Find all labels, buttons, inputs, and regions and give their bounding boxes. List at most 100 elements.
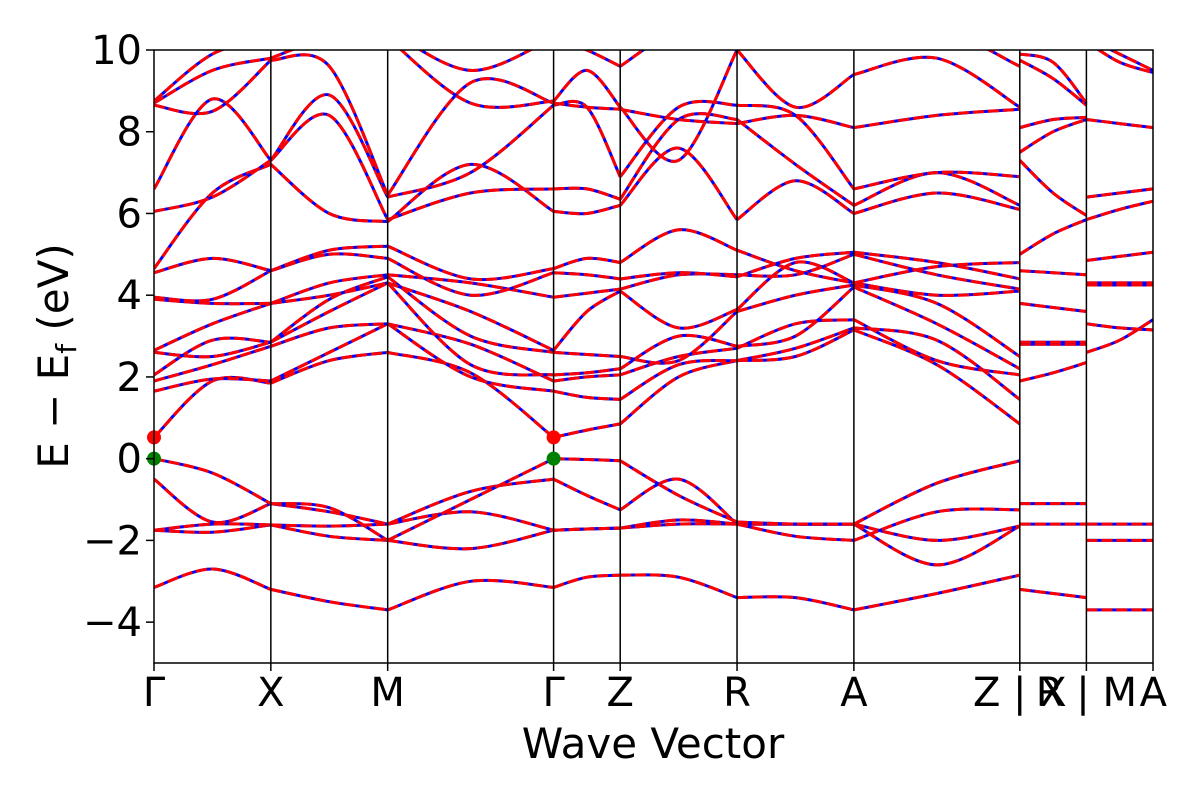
band-spin-up-seg8-b11 (1096, 50, 1153, 74)
band-spin-down-seg3-b12 (553, 271, 621, 281)
band-spin-down-seg2-b6 (386, 322, 554, 393)
band-spin-down-seg1-b7 (270, 322, 388, 348)
band-spin-down-seg1-b19 (271, 29, 388, 38)
band-spin-down-seg3-b3 (552, 477, 621, 512)
x-tick-label-6: A (840, 670, 868, 716)
band-spin-down-seg1-b8 (270, 281, 389, 344)
band-spin-down-seg0-b10 (154, 301, 272, 352)
band-spin-up-seg1-b5 (270, 350, 388, 385)
band-spin-down-seg1-b11 (270, 273, 388, 305)
band-spin-up-seg5-b8 (736, 285, 855, 348)
band-spin-down-seg2-b0 (387, 578, 554, 612)
band-spin-down-seg6-b19 (986, 50, 1021, 68)
band-spin-down-seg2-b9 (386, 275, 554, 354)
band-spin-down-seg1-b18 (270, 50, 296, 60)
y-tick-label-2: 0 (117, 437, 142, 483)
band-spin-down-seg4-b8 (619, 333, 738, 371)
band-spin-up-seg3-b10 (552, 289, 621, 352)
band-spin-down-seg0-b16 (154, 97, 272, 190)
band-spin-down-seg4-b6 (619, 358, 738, 401)
band-spin-up-seg5-b3 (736, 522, 855, 542)
band-spin-down-seg4-b19 (619, 50, 646, 68)
band-spin-down-seg6-b5 (853, 328, 1021, 426)
band-spin-up-seg6-b15 (853, 171, 1021, 207)
band-spin-up-seg2-b16 (387, 104, 555, 199)
y-tick-label-0: −4 (83, 600, 142, 646)
band-spin-down-seg1-b5 (270, 350, 388, 385)
band-spin-down-seg6-b0 (853, 573, 1021, 612)
y-axis-title-main: E − E (29, 354, 78, 469)
band-spin-up-seg6-b19 (986, 50, 1021, 68)
band-spin-up-seg2-b0 (387, 578, 554, 612)
x-tick-label-1: X (257, 670, 284, 716)
band-spin-down-seg2-b14 (386, 162, 555, 223)
y-axis-title-subscript: f (50, 343, 83, 354)
band-spin-down-seg5-b16 (736, 103, 856, 190)
band-spin-down-seg8-b10 (1086, 118, 1153, 130)
band-spin-up-seg4-b15 (618, 112, 738, 201)
band-spin-down-seg6-b13 (853, 261, 1020, 285)
band-spin-down-seg8-b4 (1086, 322, 1153, 332)
band-spin-down-seg3-b9 (553, 350, 621, 358)
band-spin-up-seg0-b13 (154, 256, 272, 275)
band-spin-down-seg8-b8 (1085, 199, 1153, 222)
band-spin-down-seg1-b17 (270, 53, 390, 196)
band-spin-down-seg6-b10 (853, 281, 1020, 297)
band-spin-down-seg0-b3 (154, 477, 272, 525)
band-spin-down-seg2-b11 (387, 273, 554, 299)
band-spin-down-seg7-b11 (1019, 115, 1087, 130)
band-spin-down-seg6-b12 (853, 250, 1021, 281)
band-spin-down-seg1-b15 (269, 112, 390, 221)
band-spin-down-seg5-b19 (737, 26, 854, 46)
band-spin-up-seg4-b2 (620, 522, 738, 530)
band-spin-down-seg5-b5 (736, 328, 855, 363)
band-spin-up-seg5-b13 (736, 248, 855, 285)
band-spin-down-seg5-b18 (735, 50, 855, 109)
band-spin-up-seg2-b1 (387, 528, 554, 551)
band-spin-up-seg4-b9 (620, 310, 738, 365)
x-tick-label-8: R | M (1036, 670, 1137, 716)
band-spin-down-seg1-b10 (270, 281, 389, 305)
band-spin-down-seg7-b9 (1018, 159, 1088, 217)
band-spin-up-seg1-b18 (270, 50, 296, 60)
band-spin-down-seg2-b16 (387, 104, 555, 199)
band-spin-down-seg7-b6 (1019, 301, 1087, 313)
band-spin-up-seg6-b4 (853, 459, 1021, 526)
y-tick-label-5: 6 (117, 191, 142, 237)
band-spin-up-seg4-b19 (619, 50, 646, 68)
band-spin-up-seg2-b18 (399, 50, 554, 109)
band-spin-down-seg3-b8 (553, 367, 621, 377)
band-spin-down-seg2-b13 (387, 244, 554, 282)
band-spin-down-seg6-b2 (853, 522, 1021, 542)
band-spin-down-seg1-b3 (270, 502, 389, 526)
band-spin-up-seg4-b13 (619, 228, 738, 264)
band-spin-up-seg0-b4 (154, 457, 272, 505)
band-spin-down-seg0-b9 (154, 340, 272, 359)
band-spin-down-seg2-b10 (387, 281, 555, 352)
band-spin-down-seg2-b17 (386, 77, 555, 196)
band-spin-up-seg4-b3 (619, 477, 738, 526)
band-spin-up-seg5-b19 (737, 26, 854, 46)
band-spin-down-seg3-b14 (553, 203, 621, 216)
band-spin-down-seg4-b15 (618, 112, 738, 201)
band-spin-up-seg1-b15 (269, 112, 390, 221)
band-spin-up-seg1-b2 (270, 522, 388, 528)
y-tick-label-4: 4 (117, 273, 142, 319)
band-spin-down-seg3-b2 (553, 526, 621, 532)
band-spin-down-seg6-b7 (853, 318, 1021, 377)
band-spin-up-seg4-b6 (619, 358, 738, 401)
band-spin-down-seg0-b19 (154, 50, 226, 103)
y-tick-label-3: 2 (117, 355, 142, 401)
band-spin-down-seg1-b1 (270, 523, 388, 542)
band-spin-up-seg0-b18 (154, 56, 272, 105)
band-spin-down-seg5-b17 (736, 113, 855, 130)
band-spin-down-seg4-b16 (619, 99, 738, 178)
band-spin-down-seg0-b18 (154, 56, 272, 105)
band-spin-down-seg2-b18 (399, 50, 554, 109)
band-spin-down-seg3-b0 (553, 573, 621, 589)
band-spin-down-seg3-b16 (553, 99, 622, 178)
band-spin-down-seg3-b10 (552, 289, 621, 352)
band-spin-down-seg0-b4 (154, 457, 272, 505)
y-axis-title-unit: (eV) (29, 243, 78, 344)
band-spin-down-seg3-b7 (553, 373, 621, 383)
